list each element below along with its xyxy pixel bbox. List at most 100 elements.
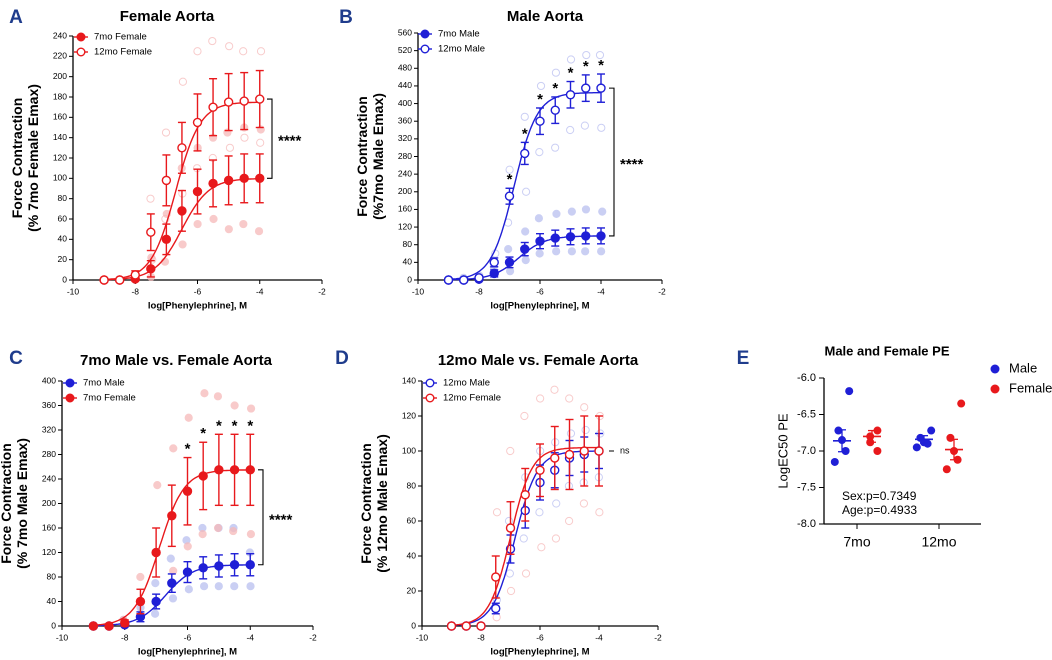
mean-point <box>597 84 605 92</box>
mean-point <box>147 265 155 273</box>
x-tick-label: -10 <box>416 632 429 642</box>
y-axis-label-line2: (% 7mo Male Emax) <box>14 438 30 569</box>
replicate-point <box>225 226 232 233</box>
mean-point <box>225 176 233 184</box>
y-tick-label: 120 <box>53 152 67 162</box>
mean-point <box>445 276 453 284</box>
replicate-point <box>522 570 529 577</box>
legend-marker <box>66 394 74 402</box>
mean-point <box>521 149 529 157</box>
x-axis-label: log[Phenylephrine], M <box>490 647 589 658</box>
x-tick-label: 7mo <box>843 534 870 550</box>
mean-point <box>448 622 456 630</box>
y-tick-label: 520 <box>398 45 412 55</box>
replicate-point <box>553 500 560 507</box>
panel-e: E Male and Female PE -6.0 -6.5 -7.0 -7.5 -8.0 L… <box>737 343 1052 549</box>
replicate-point <box>179 78 186 85</box>
data-point <box>845 387 853 395</box>
y-tick-label: 160 <box>42 522 56 532</box>
replicate-point <box>169 595 176 602</box>
replicate-point <box>194 48 201 55</box>
x-tick-label: 12mo <box>921 534 956 550</box>
significance-star: * <box>232 417 238 434</box>
x-tick-label: -6 <box>194 286 202 296</box>
y-tick-label: 140 <box>402 375 416 385</box>
replicate-point <box>552 69 559 76</box>
data-point <box>957 400 965 408</box>
bracket-label: **** <box>269 511 293 528</box>
replicate-point <box>522 228 529 235</box>
replicate-point <box>537 82 544 89</box>
mean-point <box>178 207 186 215</box>
y-tick-label: 0 <box>411 620 416 630</box>
replicate-point <box>596 509 603 516</box>
x-axis-label: log[Phenylephrine], M <box>490 301 589 312</box>
replicate-point <box>599 208 606 215</box>
legend-marker <box>991 365 1000 374</box>
replicate-point <box>552 144 559 151</box>
y-axis-label-line1: Force Contraction <box>358 443 374 564</box>
legend-label: Male <box>1009 360 1037 375</box>
mean-point <box>100 276 108 284</box>
mean-point <box>492 605 500 613</box>
mean-point <box>551 234 559 242</box>
y-tick-label: 280 <box>42 449 56 459</box>
replicate-point <box>257 139 264 146</box>
significance-star: * <box>552 80 558 97</box>
replicate-point <box>507 447 514 454</box>
panel-label: C <box>9 348 23 369</box>
mean-point <box>152 598 160 606</box>
y-tick-label: 180 <box>53 91 67 101</box>
y-axis-label-line1: Force Contraction <box>354 96 370 217</box>
y-tick-label: 440 <box>398 80 412 90</box>
x-tick-label: -2 <box>309 632 317 642</box>
y-tick-label: 40 <box>403 257 413 267</box>
y-tick-label: 60 <box>58 213 68 223</box>
x-tick-label: -10 <box>412 286 425 296</box>
y-tick-label: 0 <box>407 274 412 284</box>
legend-label: 7mo Male <box>83 378 125 389</box>
data-point <box>834 427 842 435</box>
mean-point <box>506 192 514 200</box>
y-tick-label: 360 <box>42 400 56 410</box>
y-tick-label: 140 <box>53 132 67 142</box>
replicate-point <box>154 482 161 489</box>
replicate-point <box>247 405 254 412</box>
comparison-bracket <box>258 470 263 565</box>
mean-point <box>89 622 97 630</box>
mean-point <box>168 579 176 587</box>
replicate-point <box>152 580 159 587</box>
mean-point <box>184 568 192 576</box>
replicate-point <box>226 144 233 151</box>
mean-point <box>116 276 124 284</box>
mean-point <box>595 447 603 455</box>
y-tick-label: -7.0 <box>797 445 816 457</box>
replicate-point <box>162 129 169 136</box>
y-tick-label: 200 <box>42 498 56 508</box>
significance-star: * <box>200 425 206 442</box>
significance-star: * <box>583 58 589 75</box>
chart-title: 12mo Male vs. Female Aorta <box>438 352 639 369</box>
panel-label: E <box>737 348 750 369</box>
y-tick-label: 280 <box>398 151 412 161</box>
legend-label: Female <box>1009 380 1052 395</box>
replicate-point <box>255 228 262 235</box>
mean-point <box>231 466 239 474</box>
y-tick-label: 200 <box>398 186 412 196</box>
mean-point <box>209 103 217 111</box>
mean-point <box>490 269 498 277</box>
x-axis-label: log[Phenylephrine], M <box>138 647 237 658</box>
mean-point <box>597 232 605 240</box>
replicate-point <box>210 215 217 222</box>
significance-star: * <box>598 57 604 74</box>
y-tick-label: 100 <box>53 173 67 183</box>
replicate-point <box>201 390 208 397</box>
replicate-point <box>598 124 605 131</box>
replicate-point <box>194 220 201 227</box>
x-tick-label: -4 <box>256 286 264 296</box>
replicate-point <box>538 544 545 551</box>
legend-marker <box>991 385 1000 394</box>
replicate-point <box>581 122 588 129</box>
significance-star: * <box>568 64 574 81</box>
y-tick-label: 320 <box>42 424 56 434</box>
